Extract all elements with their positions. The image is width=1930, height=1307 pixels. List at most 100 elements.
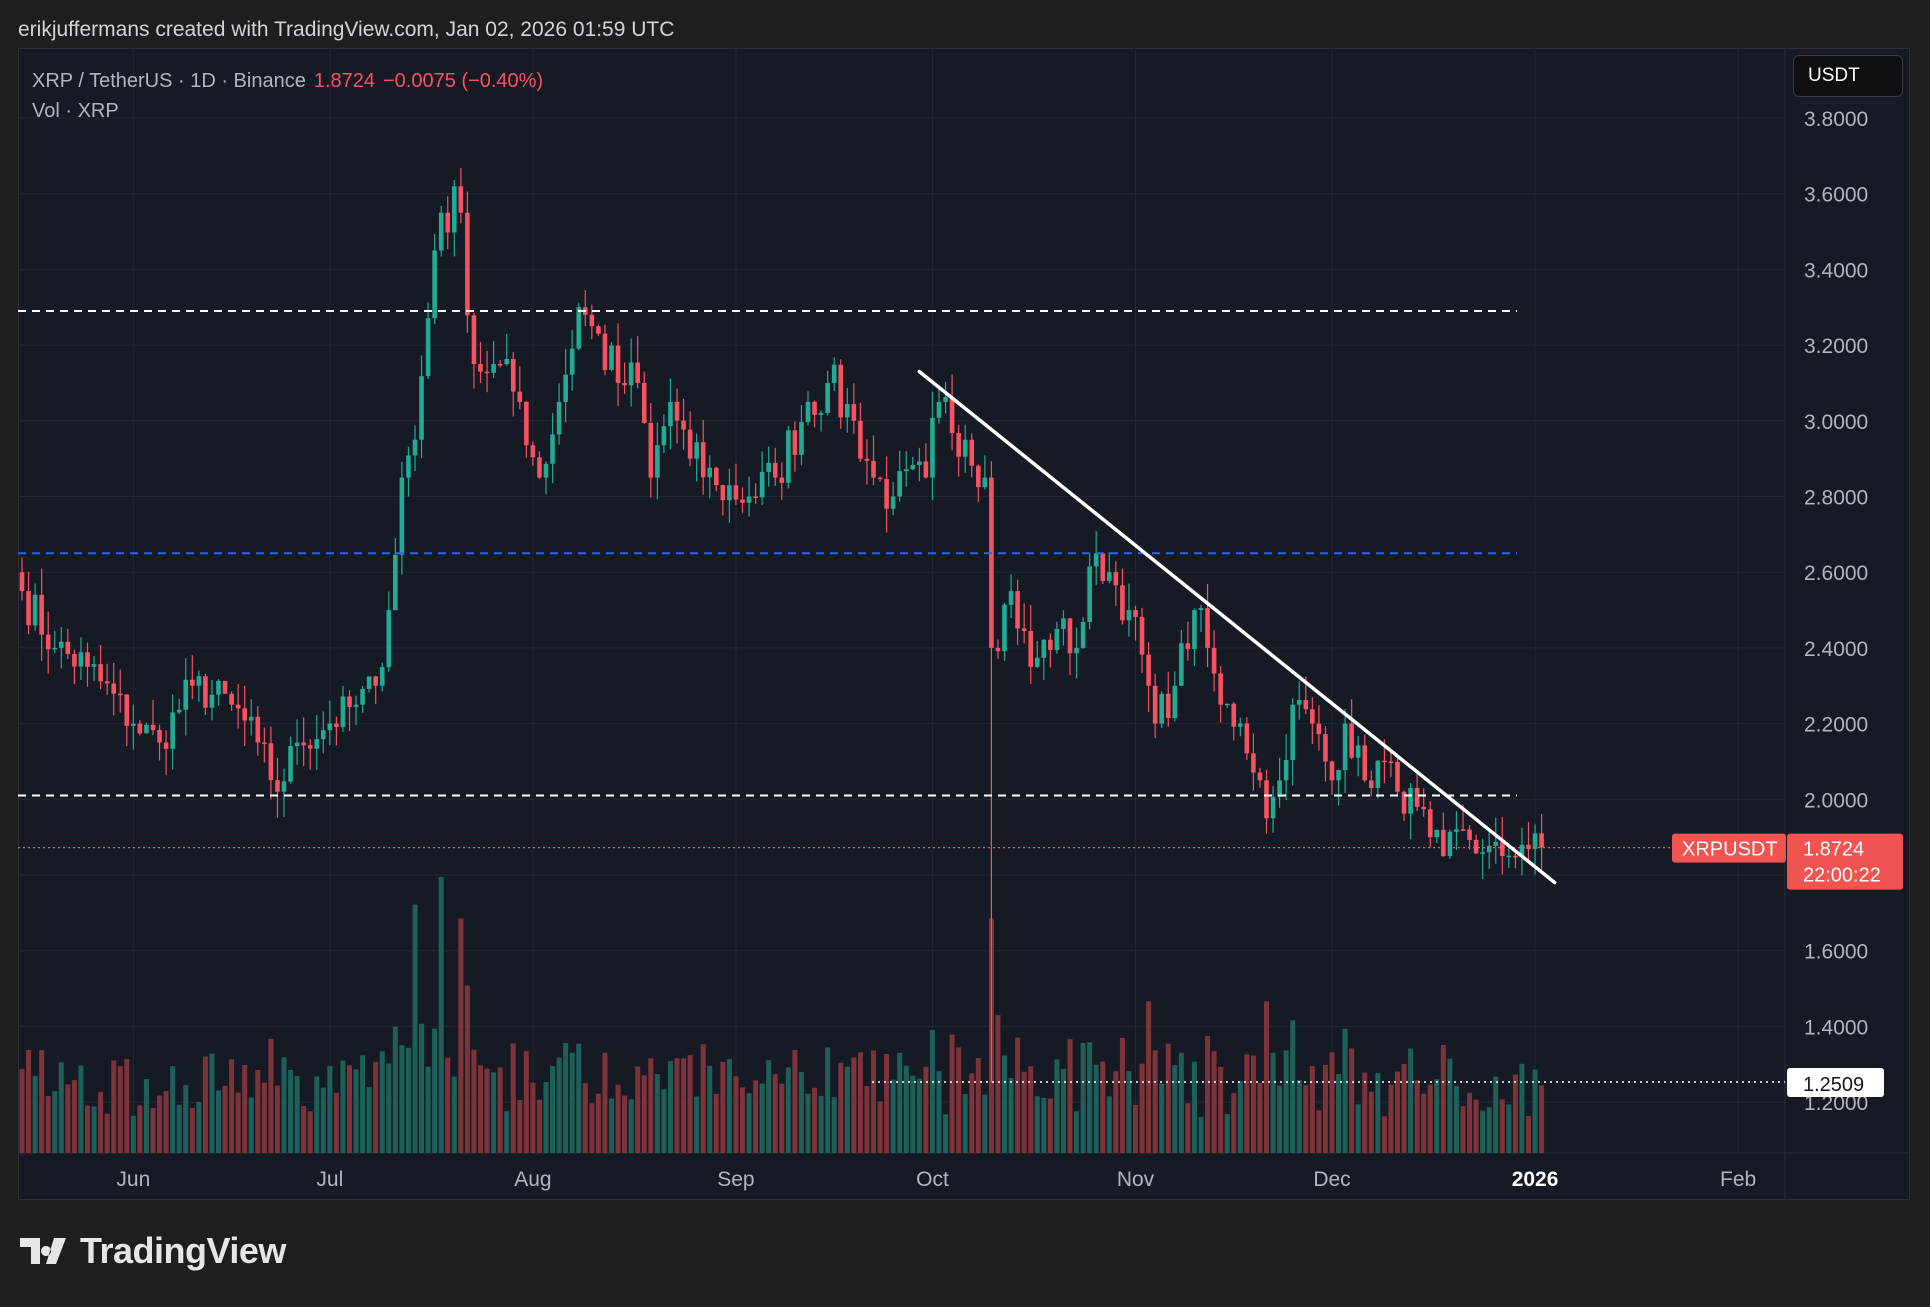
volume-bar (497, 1067, 503, 1153)
volume-bar (1231, 1093, 1237, 1153)
candle-body (1165, 693, 1171, 719)
volume-bar (1368, 1091, 1374, 1153)
volume-bar (654, 1074, 660, 1153)
volume-bar (229, 1059, 235, 1153)
volume-bar (1414, 1080, 1420, 1153)
volume-bar (419, 1023, 425, 1153)
candle-body (1421, 806, 1426, 810)
volume-bar (530, 1082, 536, 1153)
candle-body (1290, 704, 1295, 761)
candle-body (1441, 829, 1446, 857)
volume-bar (353, 1069, 359, 1153)
volume-bar (478, 1065, 483, 1153)
candle-body (1008, 591, 1014, 605)
volume-bar (602, 1052, 608, 1153)
candle-body (91, 664, 97, 667)
time-axis-label: Dec (1313, 1168, 1350, 1191)
candle-body (1205, 608, 1210, 648)
volume-bar (576, 1043, 582, 1153)
chart-panel[interactable] (18, 48, 1910, 1200)
volume-bar (1506, 1104, 1512, 1153)
low-price-tag (1787, 1068, 1884, 1097)
candle-body (19, 572, 25, 592)
volume-bar (890, 1079, 896, 1153)
volume-bar (1185, 1103, 1191, 1153)
volume-bar (124, 1059, 130, 1153)
candle-body (615, 345, 621, 383)
volume-bar (209, 1053, 215, 1153)
candle-body (1414, 787, 1420, 807)
candle-body (871, 460, 876, 478)
volume-bar (85, 1105, 90, 1153)
volume-bar (320, 1087, 326, 1153)
currency-button[interactable]: USDT (1793, 55, 1903, 97)
candle-body (150, 724, 156, 731)
candle-body (1369, 780, 1374, 788)
volume-bar (314, 1076, 320, 1153)
volume-bar (1015, 1037, 1021, 1153)
volume-bar (812, 1087, 818, 1153)
price-axis-label: 1.4000 (1804, 1016, 1868, 1039)
candle-body (746, 496, 752, 503)
volume-bar (484, 1068, 490, 1153)
candle-body (884, 479, 889, 509)
symbol-info[interactable]: XRP / TetherUS · 1D · Binance (32, 70, 306, 92)
volume-indicator-label[interactable]: Vol · XRP (32, 100, 119, 122)
candle-body (262, 742, 267, 745)
candle-body (720, 485, 726, 501)
volume-bar (969, 1073, 975, 1153)
volume-bar (1303, 1085, 1309, 1153)
volume-bar (176, 1104, 182, 1153)
volume-bar (661, 1089, 667, 1153)
candle-body (1401, 791, 1407, 814)
price-change: −0.0075 (−0.40%) (383, 70, 544, 92)
candle-body (393, 554, 398, 611)
candle-body (1270, 796, 1276, 819)
candle-body (484, 371, 490, 374)
volume-bar (844, 1066, 850, 1153)
candle-body (628, 362, 634, 386)
volume-bar (1159, 1083, 1165, 1153)
volume-bar (150, 1107, 156, 1153)
volume-bar (740, 1087, 745, 1153)
price-axis-label: 3.2000 (1804, 335, 1868, 358)
candle-body (1120, 585, 1125, 621)
volume-bar (379, 1051, 385, 1153)
candle-body (537, 457, 542, 478)
volume-bar (923, 1066, 929, 1153)
candle-body (458, 186, 464, 213)
candle-body (969, 439, 975, 466)
price-axis-label: 3.6000 (1804, 184, 1868, 207)
candle-body (1107, 572, 1112, 581)
volume-bar (903, 1065, 909, 1153)
volume-bar (635, 1066, 641, 1153)
volume-bar (1395, 1071, 1400, 1153)
volume-bar (373, 1062, 379, 1153)
candle-body (779, 477, 785, 483)
time-axis-label: Nov (1117, 1168, 1155, 1191)
candle-body (596, 326, 601, 334)
volume-bar (589, 1103, 595, 1153)
volume-bar (1355, 1104, 1361, 1153)
volume-bar (71, 1080, 77, 1153)
candle-body (635, 362, 640, 383)
volume-bar (805, 1093, 811, 1153)
candle-body (517, 391, 523, 402)
volume-bar (569, 1052, 575, 1153)
price-axis-label: 2.4000 (1804, 638, 1868, 661)
volume-bar (104, 1113, 110, 1153)
candle-body (524, 401, 529, 446)
candle-body (209, 694, 215, 708)
candle-body (360, 688, 365, 705)
volume-bar (504, 1111, 510, 1153)
candle-body (943, 396, 948, 402)
candle-body (1080, 622, 1086, 648)
candle-body (1480, 852, 1485, 854)
volume-bar (929, 1030, 935, 1153)
volume-bar (1447, 1058, 1453, 1153)
volume-bar (825, 1047, 831, 1153)
candle-body (196, 676, 202, 686)
candle-body (157, 730, 162, 743)
candle-body (1021, 628, 1027, 632)
